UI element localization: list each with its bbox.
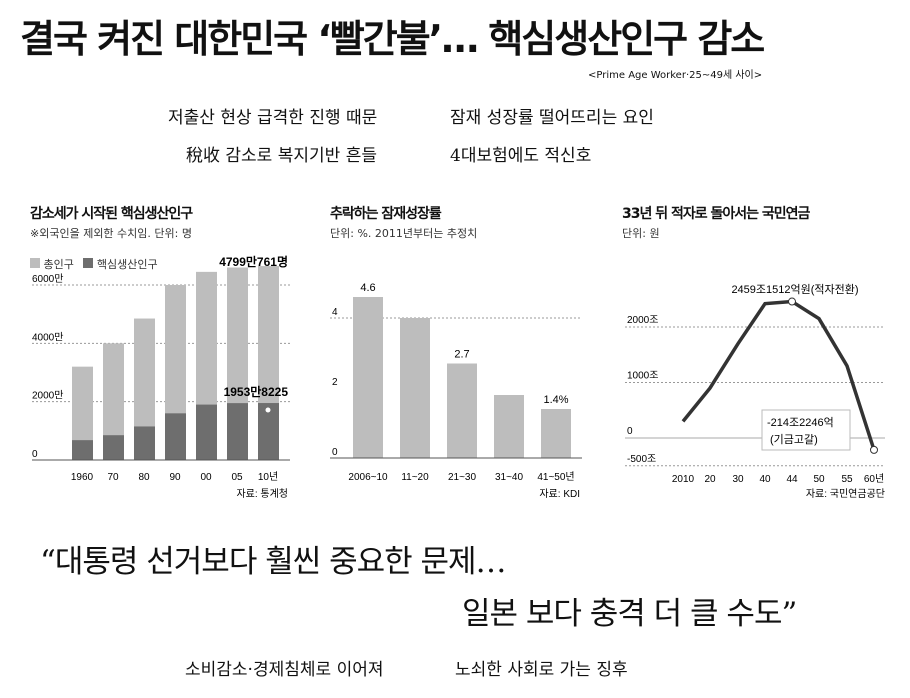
x-tick-label: 10년 (258, 471, 278, 483)
annotation: 2459조1512억원(적자전환) (731, 283, 858, 296)
bar-core (196, 404, 217, 460)
x-tick-label: 2006~10 (348, 472, 388, 483)
x-tick-label: 21~30 (448, 472, 477, 483)
chart3-title: 33년 뒤 적자로 돌아서는 국민연금 (622, 206, 810, 222)
bar (400, 318, 430, 458)
bar-core (165, 413, 186, 460)
y-tick-label: -500조 (627, 454, 656, 465)
source: 자료: 국민연금공단 (806, 488, 885, 500)
bar (447, 363, 477, 458)
chart1-title: 감소세가 시작된 핵심생산인구 (30, 206, 193, 222)
x-tick-label: 2010 (672, 474, 695, 485)
bar-core (134, 426, 155, 460)
legend-swatch-core (83, 258, 94, 268)
x-tick-label: 31~40 (495, 472, 524, 483)
y-tick-label: 2000조 (627, 315, 658, 326)
bar-total (72, 366, 93, 460)
bar-core (72, 440, 93, 460)
source: 자료: 통계청 (236, 488, 288, 500)
y-tick-label: 0 (627, 426, 633, 437)
annotation: 1953만8225 (224, 384, 289, 399)
bar (353, 297, 383, 458)
annotation: (기금고갈) (770, 432, 818, 446)
x-tick-label: 20 (704, 474, 716, 485)
x-tick-label: 44 (786, 474, 798, 485)
y-tick-label: 6000만 (32, 273, 63, 285)
y-tick-label: 4 (332, 307, 338, 318)
x-tick-label: 00 (200, 472, 212, 483)
chart2-subtitle: 단위: %. 2011년부터는 추정치 (330, 227, 478, 240)
bar-core (227, 403, 248, 460)
peak-marker (788, 297, 796, 306)
source: 자료: KDI (539, 488, 580, 500)
x-tick-label: 05 (231, 472, 243, 483)
x-tick-label: 11~20 (401, 472, 429, 483)
x-tick-label: 30 (732, 474, 744, 485)
y-tick-label: 0 (32, 449, 38, 460)
bar-total (134, 318, 155, 460)
chart3-subtitle: 단위: 원 (622, 227, 660, 240)
bar-core (103, 435, 124, 460)
chart2-title: 추락하는 잠재성장률 (330, 206, 442, 222)
marker (265, 407, 271, 413)
headline: 결국 켜진 대한민국 ‘빨간불’… 핵심생산인구 감소 (20, 17, 765, 61)
bar-total (103, 343, 124, 460)
bullet: 4대보험에도 적신호 (450, 146, 592, 166)
chart1-legend: 총인구 핵심생산인구 (30, 256, 158, 272)
data-label: 2.7 (454, 349, 469, 361)
x-tick-label: 40 (759, 474, 771, 485)
annotation: 4799만761명 (219, 254, 288, 269)
x-tick-label: 50 (813, 474, 825, 485)
bar (541, 409, 571, 458)
data-label: 1.4% (543, 394, 568, 406)
bullet: 저출산 현상 급격한 진행 때문 (168, 108, 378, 128)
footer-bullet: 노쇠한 사회로 가는 징후 (455, 660, 628, 680)
legend-core: 핵심생산인구 (96, 258, 158, 271)
y-tick-label: 2 (332, 377, 338, 388)
footer-bullet: 소비감소·경제침체로 이어져 (185, 660, 384, 680)
data-label: 4.6 (360, 282, 375, 294)
annotation-box (761, 409, 851, 451)
x-tick-label: 60년 (864, 473, 884, 485)
x-tick-label: 70 (107, 472, 119, 483)
bar-core (258, 403, 279, 460)
y-tick-label: 0 (332, 447, 338, 458)
chart1-subtitle: ※외국인을 제외한 수치임. 단위: 명 (30, 227, 192, 240)
quote-line-2: 일본 보다 충격 더 클 수도” (462, 596, 797, 632)
y-tick-label: 1000조 (627, 371, 658, 382)
legend-total: 총인구 (43, 258, 74, 271)
annotation: -214조2246억 (767, 416, 834, 429)
series-line (681, 299, 876, 451)
y-tick-label: 4000만 (32, 331, 63, 343)
quote-line-1: “대통령 선거보다 훨씬 중요한 문제… (40, 544, 507, 580)
bullet: 稅收 감소로 복지기반 흔들 (186, 146, 377, 166)
x-tick-label: 80 (138, 472, 150, 483)
end-marker (870, 445, 878, 454)
y-tick-label: 2000만 (32, 390, 63, 402)
subheadline: <Prime Age Worker·25~49세 사이> (588, 70, 763, 81)
legend-swatch-total (30, 258, 40, 268)
bar (494, 395, 524, 458)
x-tick-label: 1960 (71, 472, 94, 483)
x-tick-label: 55 (841, 474, 853, 485)
x-tick-label: 41~50년 (537, 471, 574, 483)
bullet: 잠재 성장률 떨어뜨리는 요인 (450, 108, 654, 128)
x-tick-label: 90 (169, 472, 181, 483)
